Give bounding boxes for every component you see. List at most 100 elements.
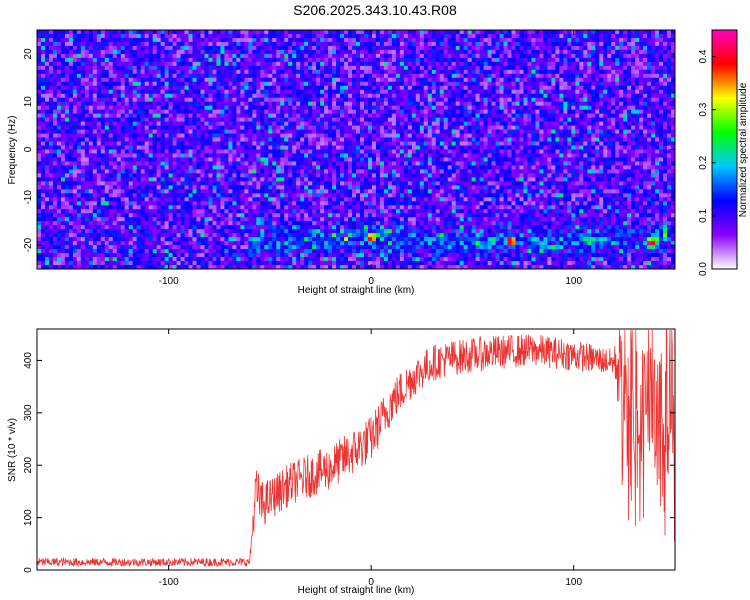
spectrogram-cell xyxy=(647,145,652,151)
spectrogram-cell xyxy=(611,105,616,111)
spectrogram-cell xyxy=(276,69,281,75)
spectrogram-cell xyxy=(276,65,281,71)
spectrogram-cell xyxy=(483,65,489,71)
spectrogram-cell xyxy=(611,37,616,43)
spectrogram-cell xyxy=(108,37,114,43)
spectrogram-cell xyxy=(435,73,441,79)
spectrogram-cell xyxy=(407,149,413,155)
spectrogram-cell xyxy=(288,121,293,127)
spectrogram-cell xyxy=(284,49,289,55)
spectrogram-cell xyxy=(643,41,648,47)
spectrogram-cell xyxy=(387,89,393,95)
spectrogram-cell xyxy=(455,137,461,143)
spectrogram-cell xyxy=(196,53,202,59)
spectrogram-cell xyxy=(148,81,154,87)
spectrogram-cell xyxy=(411,113,417,119)
spectrogram-cell xyxy=(371,125,377,131)
spectrogram-cell xyxy=(395,53,401,59)
spectrogram-cell xyxy=(663,149,668,155)
spectrogram-cell xyxy=(431,97,437,103)
spectrogram-cell xyxy=(667,85,672,91)
spectrogram-cell xyxy=(348,45,353,51)
spectrogram-cell xyxy=(76,33,82,39)
spectrogram-cell xyxy=(635,149,640,155)
spectrogram-cell xyxy=(491,137,497,143)
spectrogram-cell xyxy=(591,53,596,59)
spectrogram-cell xyxy=(152,37,158,43)
spectrogram-cell xyxy=(164,97,170,103)
spectrogram-cell xyxy=(443,33,449,39)
spectrogram-cell xyxy=(156,153,162,159)
spectrogram-cell xyxy=(663,41,668,47)
spectrogram-cell xyxy=(264,81,269,87)
spectrogram-cell xyxy=(328,97,333,103)
spectrogram-cell xyxy=(511,37,517,43)
spectrogram-cell xyxy=(575,93,580,99)
spectrogram-cell xyxy=(383,65,389,71)
spectrogram-cell xyxy=(328,145,333,151)
spectrogram-cell xyxy=(531,61,537,67)
spectrogram-cell xyxy=(495,105,501,111)
spectrogram-cell xyxy=(212,85,218,91)
spectrogram-cell xyxy=(359,45,365,51)
spectrogram-cell xyxy=(264,37,269,43)
spectrogram-cell xyxy=(228,137,233,143)
spectrogram-cell xyxy=(72,141,78,147)
spectrogram-cell xyxy=(37,153,42,159)
spectrogram-cell xyxy=(483,69,489,75)
spectrogram-cell xyxy=(571,105,576,111)
spectrogram-cell xyxy=(567,105,572,111)
spectrogram-cell xyxy=(643,45,648,51)
spectrogram-cell xyxy=(379,57,385,63)
spectrogram-cell xyxy=(124,141,130,147)
spectrogram-cell xyxy=(447,97,453,103)
spectrogram-cell xyxy=(671,89,675,95)
spectrogram-cell xyxy=(264,85,269,91)
spectrogram-cell xyxy=(515,97,521,103)
spectrogram-cell xyxy=(352,101,357,107)
spectrogram-cell xyxy=(375,33,381,39)
spectrogram-cell xyxy=(419,37,425,43)
spectrogram-cell xyxy=(463,125,469,131)
spectrogram-cell xyxy=(220,77,226,83)
spectrogram-cell xyxy=(415,73,421,79)
spectrogram-cell xyxy=(415,97,421,103)
spectrogram-cell xyxy=(615,121,620,127)
spectrogram-cell xyxy=(208,61,214,67)
spectrogram-cell xyxy=(591,113,596,119)
spectrogram-cell xyxy=(455,145,461,151)
spectrogram-cell xyxy=(511,61,517,67)
spectrogram-cell xyxy=(407,117,413,123)
spectrogram-cell xyxy=(140,41,146,47)
spectrogram-cell xyxy=(40,57,46,63)
spectrogram-cell xyxy=(252,97,257,103)
spectrogram-cell xyxy=(284,149,289,155)
spectrogram-cell xyxy=(551,137,556,143)
spectrogram-cell xyxy=(336,33,341,39)
spectrogram-cell xyxy=(140,53,146,59)
spectrogram-cell xyxy=(332,137,337,143)
spectrogram-cell xyxy=(599,37,604,43)
spectrogram-cell xyxy=(344,109,349,115)
spectrogram-cell xyxy=(152,117,158,123)
spectrogram-cell xyxy=(132,61,138,67)
spectrogram-cell xyxy=(240,69,245,75)
spectrogram-cell xyxy=(236,93,241,99)
spectrogram-cell xyxy=(276,93,281,99)
spectrogram-cell xyxy=(483,101,489,107)
spectrogram-cell xyxy=(531,113,537,119)
spectrogram-cell xyxy=(228,41,233,47)
spectrogram-cell xyxy=(264,93,269,99)
spectrogram-cell xyxy=(300,81,305,87)
spectrogram-cell xyxy=(491,37,497,43)
spectrogram-cell xyxy=(304,145,309,151)
spectrogram-cell xyxy=(611,133,616,139)
spectrogram-cell xyxy=(112,85,118,91)
spectrogram-cell xyxy=(68,93,74,99)
spectrogram-cell xyxy=(92,93,98,99)
spectrogram-cell xyxy=(292,97,297,103)
spectrogram-cell xyxy=(595,117,600,123)
spectrogram-cell xyxy=(463,65,469,71)
spectrogram-cell xyxy=(208,65,214,71)
spectrogram-cell xyxy=(403,97,409,103)
